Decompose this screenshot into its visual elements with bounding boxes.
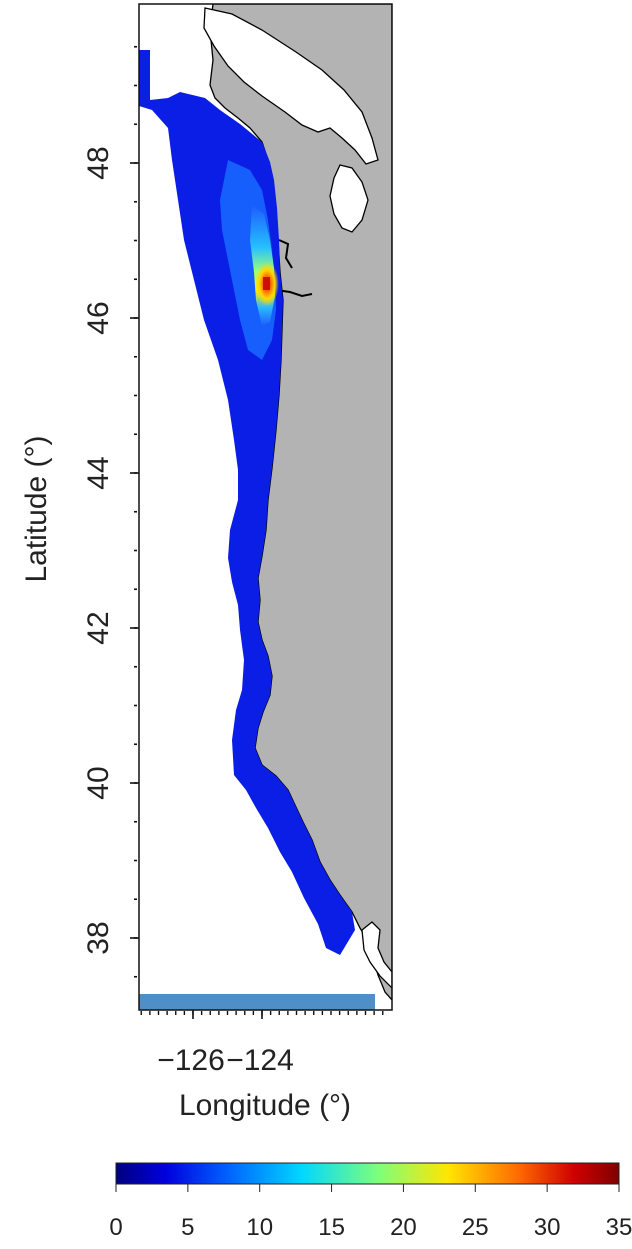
colorbar-tick-label: 5 xyxy=(181,1214,194,1241)
map-frame xyxy=(138,3,393,1011)
willapa-bay xyxy=(278,239,293,269)
x-axis: −126 −124 xyxy=(140,1010,384,1077)
x-axis-title: Longitude (°) xyxy=(179,1089,351,1122)
sf-bay xyxy=(361,921,392,989)
columbia-estuary xyxy=(275,289,313,298)
y-tick-label: 44 xyxy=(82,456,115,489)
colorbar-tick-label: 20 xyxy=(390,1214,417,1241)
y-tick-label: 40 xyxy=(82,766,115,799)
y-tick-label: 46 xyxy=(82,301,115,334)
x-tick-label: −126 xyxy=(157,1044,225,1077)
salish-sea xyxy=(203,7,379,165)
colorbar-tick-label: 0 xyxy=(109,1214,122,1241)
colorbar-gradient xyxy=(115,1162,620,1185)
y-axis: 38 40 42 44 46 48 xyxy=(82,45,139,978)
x-tick-label: −124 xyxy=(226,1044,294,1077)
colorbar: 0 5 10 15 20 25 30 35 xyxy=(109,1162,632,1241)
colorbar-ticks: 0 5 10 15 20 25 30 35 xyxy=(109,1184,632,1241)
y-tick-label: 42 xyxy=(82,611,115,644)
puget-sound xyxy=(329,164,369,233)
density-field xyxy=(139,50,355,955)
colorbar-tick-label: 25 xyxy=(462,1214,489,1241)
colorbar-tick-label: 10 xyxy=(246,1214,273,1241)
low-value-band xyxy=(139,994,375,1010)
y-axis-title: Latitude (°) xyxy=(20,435,53,582)
y-tick-label: 38 xyxy=(82,921,115,954)
colorbar-tick-label: 30 xyxy=(534,1214,561,1241)
colorbar-tick-label: 15 xyxy=(318,1214,345,1241)
colorbar-tick-label: 35 xyxy=(606,1214,632,1241)
map-panel xyxy=(139,4,392,1010)
y-tick-label: 48 xyxy=(82,146,115,179)
density-peak-core xyxy=(263,277,270,290)
